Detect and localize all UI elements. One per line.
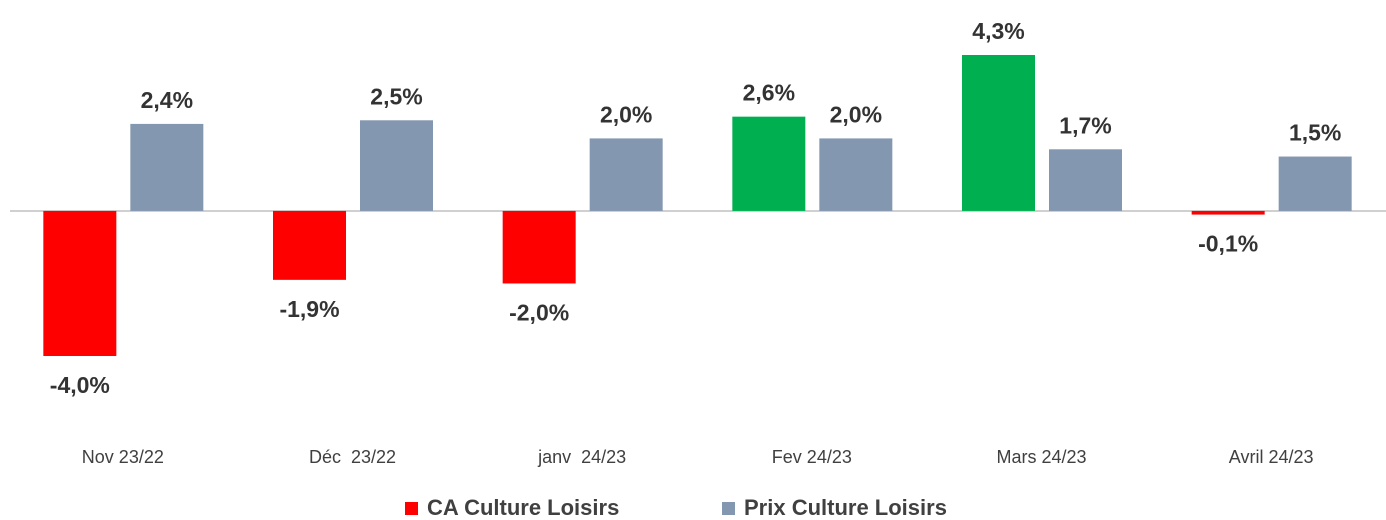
bar bbox=[1049, 149, 1122, 211]
x-tick-label: Déc 23/22 bbox=[309, 447, 396, 467]
legend-swatch bbox=[722, 502, 735, 515]
x-tick-label: Nov 23/22 bbox=[82, 447, 164, 467]
data-label: 1,5% bbox=[1289, 120, 1341, 146]
legend-swatch bbox=[405, 502, 418, 515]
bar bbox=[43, 210, 117, 356]
bar bbox=[502, 210, 576, 284]
data-label: 4,3% bbox=[972, 18, 1024, 44]
data-label: 2,5% bbox=[370, 83, 422, 109]
data-label: -4,0% bbox=[50, 372, 110, 398]
bar bbox=[273, 210, 346, 280]
data-label: 2,4% bbox=[141, 87, 193, 113]
data-label: -0,1% bbox=[1198, 231, 1258, 257]
x-tick-label: Mars 24/23 bbox=[996, 447, 1086, 467]
data-label: 1,7% bbox=[1059, 112, 1111, 138]
bar bbox=[1191, 210, 1265, 215]
x-tick-label: janv 24/23 bbox=[537, 447, 626, 467]
data-label: 2,6% bbox=[743, 80, 795, 106]
data-label: -2,0% bbox=[509, 300, 569, 326]
data-label: 2,0% bbox=[830, 101, 882, 127]
legend-label: CA Culture Loisirs bbox=[427, 495, 619, 520]
bar bbox=[732, 116, 806, 211]
bar bbox=[130, 123, 204, 211]
x-tick-label: Avril 24/23 bbox=[1229, 447, 1314, 467]
bar bbox=[1278, 156, 1352, 211]
bar bbox=[589, 138, 663, 211]
data-label: 2,0% bbox=[600, 101, 652, 127]
bar bbox=[819, 138, 893, 211]
legend-label: Prix Culture Loisirs bbox=[744, 495, 947, 520]
x-tick-label: Fev 24/23 bbox=[772, 447, 852, 467]
bar bbox=[962, 55, 1035, 211]
data-label: -1,9% bbox=[279, 296, 339, 322]
bar bbox=[360, 120, 433, 211]
